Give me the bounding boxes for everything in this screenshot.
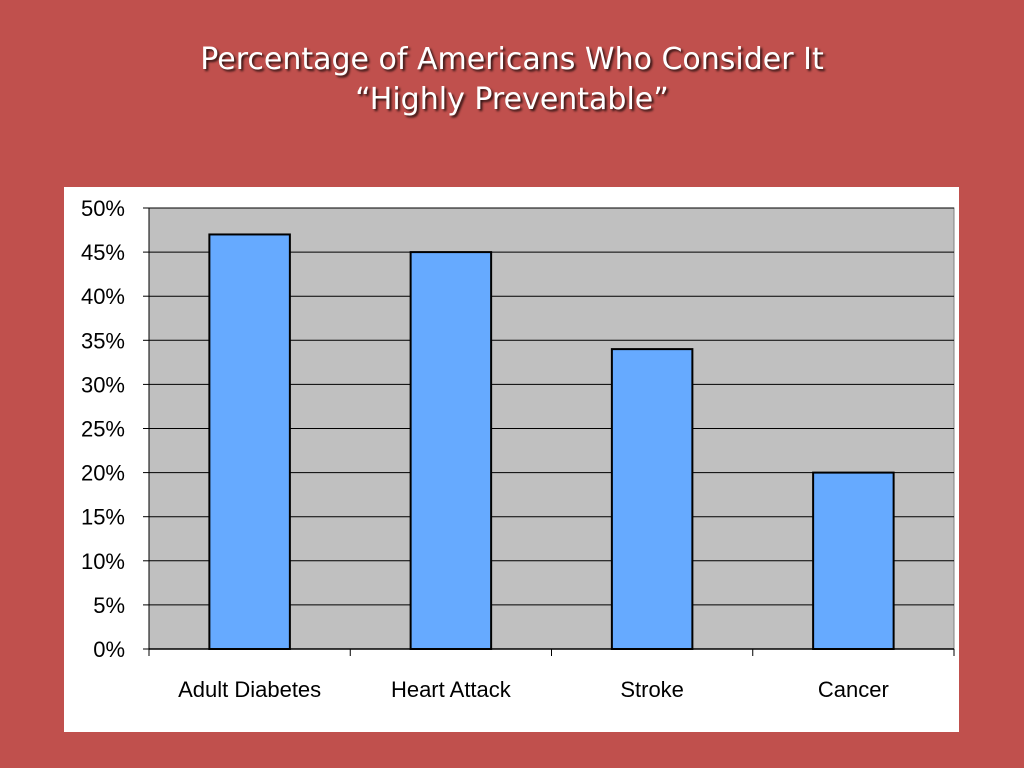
slide-title: Percentage of Americans Who Consider It … bbox=[0, 40, 1024, 120]
title-line-2: “Highly Preventable” bbox=[355, 82, 669, 117]
y-tick-label: 15% bbox=[81, 505, 125, 530]
y-tick-label: 0% bbox=[93, 637, 125, 662]
bar-adult-diabetes bbox=[208, 233, 291, 651]
y-tick-label: 35% bbox=[81, 328, 125, 353]
title-line-1: Percentage of Americans Who Consider It bbox=[200, 42, 824, 77]
x-category-label: Stroke bbox=[620, 677, 684, 702]
axis-labels: 0% 5% 10% 15% 20% 25% 30% 35% 40% 45% 50% Adult Dia… bbox=[81, 196, 889, 702]
chart-panel: 0% 5% 10% 15% 20% 25% 30% 35% 40% 45% 50% Adult Dia… bbox=[64, 187, 959, 732]
y-tick-label: 30% bbox=[81, 372, 125, 397]
y-tick-label: 20% bbox=[81, 461, 125, 486]
y-tick-label: 10% bbox=[81, 549, 125, 574]
y-tick-label: 40% bbox=[81, 284, 125, 309]
x-category-label: Cancer bbox=[818, 677, 889, 702]
bars bbox=[208, 233, 895, 651]
y-tick-label: 50% bbox=[81, 196, 125, 221]
bar-heart-attack bbox=[409, 251, 493, 650]
x-category-label: Heart Attack bbox=[391, 677, 512, 702]
bar-chart: 0% 5% 10% 15% 20% 25% 30% 35% 40% 45% 50% Adult Dia… bbox=[81, 196, 955, 702]
y-tick-label: 45% bbox=[81, 240, 125, 265]
bar-cancer bbox=[812, 471, 895, 650]
x-category-label: Adult Diabetes bbox=[178, 677, 321, 702]
y-tick-label: 5% bbox=[93, 593, 125, 618]
bar-stroke bbox=[610, 348, 694, 650]
axes bbox=[143, 207, 955, 656]
y-tick-label: 25% bbox=[81, 417, 125, 442]
